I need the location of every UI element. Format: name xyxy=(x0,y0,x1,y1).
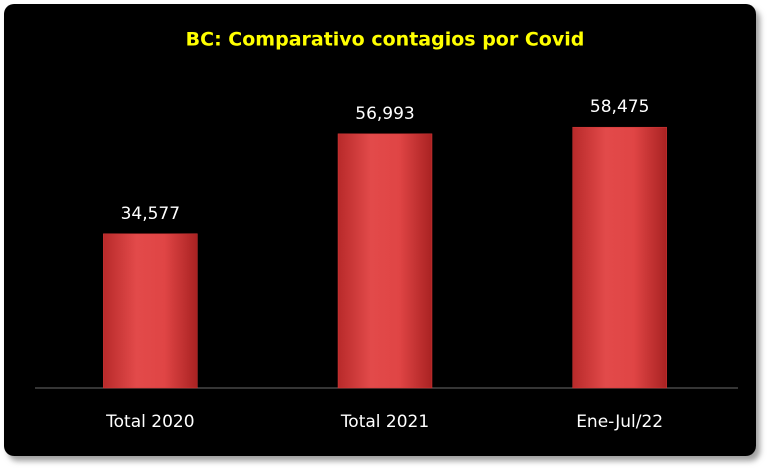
x-tick-label: Total 2020 xyxy=(105,412,194,432)
bar xyxy=(572,126,667,389)
x-tick-label: Ene-Jul/22 xyxy=(576,412,663,432)
plot-area: Total 2020 34,577 Total 2021 56,993 Ene-Jul/… xyxy=(103,97,667,432)
value-label: 56,993 xyxy=(355,104,414,124)
value-label: 58,475 xyxy=(590,97,649,117)
value-label: 34,577 xyxy=(121,204,180,224)
chart-title: BC: Comparativo contagios por Covid xyxy=(186,29,585,51)
bar xyxy=(337,133,433,389)
x-tick-label: Total 2021 xyxy=(340,412,429,432)
bar xyxy=(103,233,198,389)
